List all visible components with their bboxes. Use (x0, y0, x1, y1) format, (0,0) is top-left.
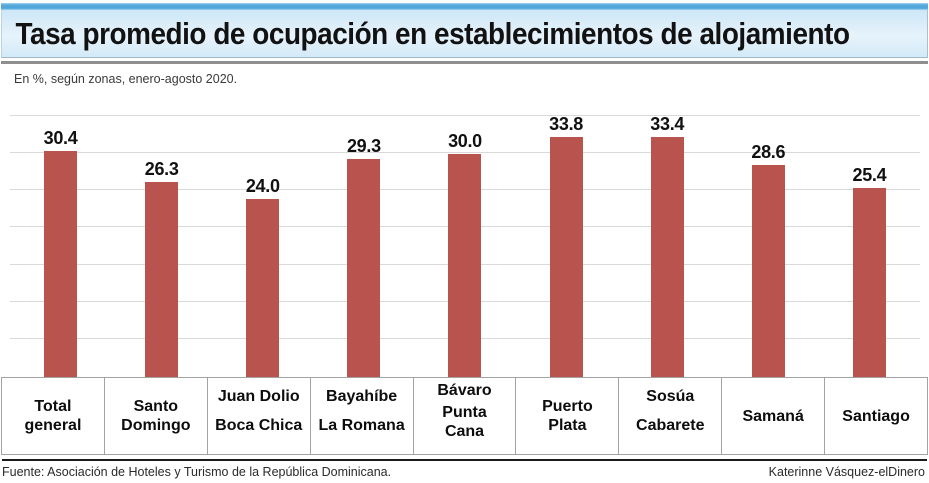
bar (44, 151, 78, 377)
bar-value-label: 25.4 (852, 165, 887, 186)
bar-value-label: 30.4 (43, 128, 78, 149)
category-cell: Juan Dolio Boca Chica (206, 377, 311, 455)
chart-column: 30.4 (10, 115, 111, 377)
bar (549, 137, 583, 377)
category-name: Cabarete (636, 416, 705, 434)
footer-divider (2, 459, 927, 461)
bar (347, 159, 381, 377)
bar (650, 137, 684, 377)
category-name: Boca Chica (215, 416, 303, 434)
category-name: Punta Cana (442, 404, 487, 440)
credit-note: Katerinne Vásquez-elDinero (768, 465, 925, 479)
footer: Fuente: Asociación de Hoteles y Turismo … (2, 465, 925, 480)
chart-title: Tasa promedio de ocupación en establecim… (15, 16, 850, 51)
chart-column: 28.6 (718, 115, 819, 377)
bar-value-label: 28.6 (751, 141, 786, 162)
category-name: Santiago (842, 407, 910, 425)
bar-value-label: 30.0 (448, 131, 482, 152)
category-name: La Romana (318, 416, 405, 434)
category-name: Puerto Plata (542, 398, 593, 434)
chart-column: 26.3 (111, 115, 212, 377)
chart-column: 25.4 (819, 115, 920, 377)
bar-value-label: 33.4 (650, 114, 685, 134)
chart-columns: 30.4 26.3 24.0 29.3 30.0 33.8 33.4 28.6 25.4 (10, 114, 920, 377)
bar (448, 154, 482, 377)
bar-value-label: 24.0 (245, 175, 280, 196)
category-name: Bayahíbe (326, 388, 398, 406)
category-name: Bávaro (437, 382, 492, 399)
bar-value-label: 33.8 (549, 114, 584, 134)
header-accent-strip (1, 3, 928, 10)
category-name: Santo Domingo (121, 398, 191, 434)
bar-value-label: 26.3 (144, 158, 179, 179)
bar (145, 181, 179, 377)
category-cell: Total general (1, 377, 105, 455)
gridline-35 (10, 115, 920, 116)
bar (751, 164, 785, 377)
category-cell: Sosúa Cabarete (618, 377, 723, 455)
source-note: Fuente: Asociación de Hoteles y Turismo … (2, 465, 392, 479)
bar (246, 198, 280, 377)
bar-value-label: 29.3 (346, 136, 381, 157)
category-name: Sosúa (646, 388, 695, 406)
chart-subtitle: En %, según zonas, enero-agosto 2020. (14, 72, 238, 86)
category-name: Total general (24, 398, 82, 434)
category-cell: Puerto Plata (515, 377, 620, 455)
bar (852, 188, 886, 377)
category-name: Juan Dolio (217, 388, 300, 406)
header: Tasa promedio de ocupación en establecim… (1, 10, 928, 58)
category-name: Samaná (742, 407, 804, 425)
category-cell: Bávaro Punta Cana (412, 377, 517, 455)
chart-column: 29.3 (313, 115, 414, 377)
chart-column: 33.8 (516, 114, 617, 377)
header-divider (1, 61, 928, 64)
category-cell: Bayahíbe La Romana (309, 377, 414, 455)
category-cell: Santo Domingo (103, 377, 208, 455)
category-cell: Santiago (824, 377, 929, 455)
category-label-row: Total general Santo Domingo Juan Dolio Boca… (1, 377, 929, 455)
bar-chart: 30.4 26.3 24.0 29.3 30.0 33.8 33.4 28.6 25.4 (10, 114, 920, 377)
chart-column: 33.4 (617, 114, 718, 377)
gridline-30 (10, 152, 920, 154)
chart-column: 24.0 (212, 115, 313, 377)
category-cell: Samaná (721, 377, 826, 455)
chart-column: 30.0 (414, 115, 515, 377)
